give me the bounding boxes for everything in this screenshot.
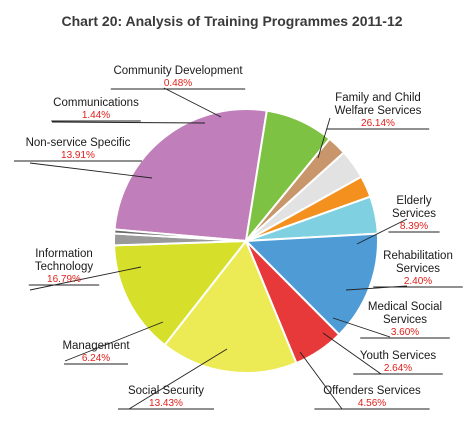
leader-line (317, 117, 331, 159)
pie-slices (113, 108, 379, 374)
slice-label: Technology (35, 261, 93, 273)
slice-label: Elderly (396, 195, 431, 207)
leader-line (29, 266, 142, 291)
leader-line (322, 332, 382, 375)
slice-label: Offenders Services (323, 385, 421, 397)
leader-line (356, 218, 408, 245)
leader-line (29, 162, 153, 179)
slice-label: Management (62, 340, 130, 352)
slice-label: Non-service Specific (26, 137, 131, 149)
slice-percentage: 8.39% (400, 221, 428, 232)
slice-percentage: 0.48% (164, 78, 192, 89)
slice-label: Communications (53, 97, 139, 109)
slice-label: Community Development (113, 65, 243, 77)
pie-slice (163, 239, 298, 374)
slice-percentage: 13.43% (149, 398, 183, 409)
leader-line (51, 121, 206, 124)
slice-percentage: 2.64% (384, 363, 412, 374)
slice-label: Youth Services (360, 350, 437, 362)
slice-percentage: 6.24% (82, 353, 110, 364)
slice-label: Welfare Services (335, 105, 422, 117)
pie-slice (113, 108, 268, 243)
slice-label: Services (383, 314, 427, 326)
slice-percentage: 13.91% (61, 150, 95, 161)
slice-label: Services (392, 208, 436, 220)
slice-percentage: 2.40% (404, 276, 432, 287)
slice-percentage: 3.60% (391, 327, 419, 338)
slice-percentage: 26.14% (361, 118, 395, 129)
slice-label: Services (396, 263, 440, 275)
slice-label: Rehabilitation (383, 250, 453, 262)
slice-label: Medical Social (368, 301, 442, 313)
slice-percentage: 16.79% (47, 274, 81, 285)
leader-lines (29, 87, 408, 410)
slice-label: Family and Child (335, 92, 421, 104)
slice-label: Information (35, 248, 93, 260)
slice-label: Social Security (128, 385, 204, 397)
leader-line (332, 317, 391, 338)
slice-percentage: 4.56% (358, 398, 386, 409)
pie-slice (113, 228, 247, 242)
pie-slice (113, 239, 249, 347)
slice-percentage: 1.44% (82, 110, 110, 121)
leader-line (163, 87, 222, 118)
chart-title: Chart 20: Analysis of Training Programme… (61, 13, 403, 29)
leader-line (128, 348, 228, 410)
leader-line (64, 321, 164, 362)
leader-line (299, 351, 343, 410)
